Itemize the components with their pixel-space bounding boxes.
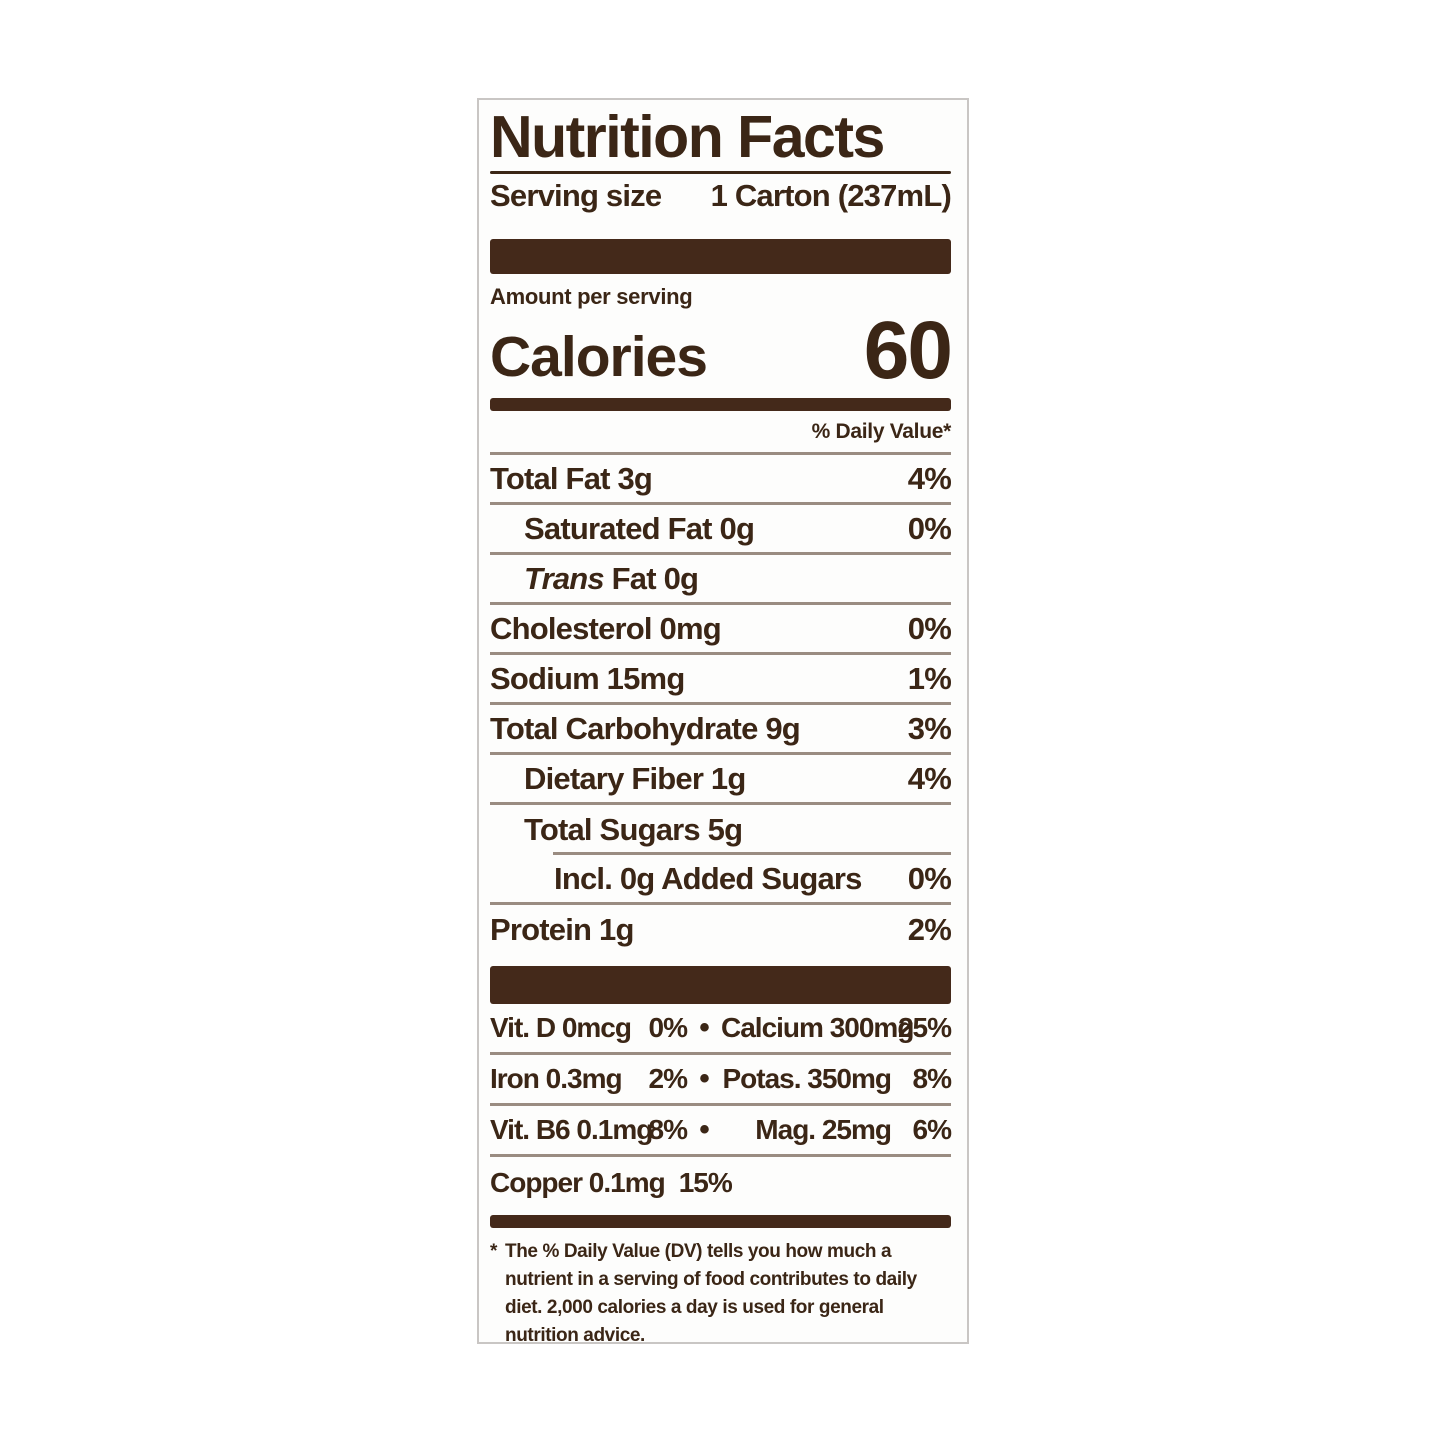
micronutrient-name: Iron 0.3mg	[490, 1063, 623, 1094]
nutrient-name-text: Total Fat 3g	[490, 460, 653, 496]
nutrient-name-text: Incl. 0g Added Sugars	[554, 860, 862, 896]
footnote-marker: *	[490, 1241, 497, 1262]
micronutrient-percent: 2%	[648, 1063, 688, 1094]
nutrient-row: Total Sugars 5g	[490, 805, 951, 855]
nutrient-dv-percent: 2%	[907, 912, 952, 947]
nutrient-row: Total Carbohydrate 9g 3%	[490, 705, 952, 755]
footnote: * The % Daily Value (DV) tells you how m…	[490, 1238, 951, 1350]
nutrient-name-text: Cholesterol 0mg	[490, 610, 722, 646]
micronutrient-row: Vit. D 0mcg 0% • Calcium 300mg 25%	[490, 1004, 952, 1055]
micronutrient-percent: 6%	[912, 1114, 952, 1145]
nutrient-dv-percent: 0%	[907, 860, 952, 896]
nutrient-name: Saturated Fat 0g	[524, 510, 755, 547]
micronutrient-percent: 8%	[912, 1063, 952, 1094]
nutrition-facts-label: Nutrition Facts Serving size 1 Carton (2…	[477, 98, 969, 1346]
nutrient-name: Total Carbohydrate 9g	[490, 710, 801, 747]
micronutrient-row: Vit. B6 0.1mg 8% • Mag. 25mg 6%	[490, 1106, 952, 1157]
micronutrient-row: Iron 0.3mg 2% • Potas. 350mg 8%	[490, 1055, 952, 1106]
serving-size-row: Serving size 1 Carton (237mL)	[490, 174, 952, 218]
nutrient-name: Sodium 15mg	[490, 660, 685, 697]
bullet-separator: •	[699, 1113, 710, 1146]
micronutrient-name: Copper 0.1mg	[490, 1166, 666, 1198]
footnote-divider-bar	[490, 1215, 951, 1228]
label-title: Nutrition Facts	[490, 104, 885, 170]
calories-value: 60	[863, 304, 953, 396]
nutrient-name: Total Sugars 5g	[524, 812, 743, 848]
serving-size-value: 1 Carton (237mL)	[710, 178, 952, 213]
nutrient-name-text: Dietary Fiber 1g	[524, 760, 746, 796]
nutrient-name-text: Total Carbohydrate 9g	[490, 710, 801, 746]
nutrient-dv-percent: 0%	[907, 610, 952, 646]
nutrient-name-text: Saturated Fat 0g	[524, 510, 755, 546]
micronutrient-row: Copper 0.1mg 15%	[490, 1157, 951, 1208]
nutrient-name: Dietary Fiber 1g	[524, 761, 746, 797]
nutrient-name-text: Protein 1g	[490, 912, 634, 947]
nutrient-name: Protein 1g	[490, 912, 634, 948]
micronutrient-name: Vit. B6 0.1mg	[490, 1114, 653, 1145]
nutrient-name: Incl. 0g Added Sugars	[554, 861, 862, 897]
nutrient-row: Saturated Fat 0g 0%	[490, 505, 952, 555]
micronutrient-name: Mag. 25mg	[755, 1114, 892, 1145]
nutrient-dv-percent: 0%	[907, 510, 952, 546]
micronutrient-name: Vit. D 0mcg	[490, 1012, 632, 1043]
daily-value-header: % Daily Value*	[490, 411, 951, 455]
nutrient-row: Incl. 0g Added Sugars 0%	[490, 855, 952, 905]
amount-per-serving-label: Amount per serving	[490, 284, 693, 309]
nutrient-row: Cholesterol 0mg 0%	[490, 605, 952, 655]
calories-divider-bar	[490, 398, 951, 411]
nutrient-rows: Total Fat 3g 4% Saturated Fat 0g 0% Trans Fa…	[490, 455, 952, 955]
nutrient-name: Trans Fat 0g	[524, 560, 699, 597]
nutrient-row: Sodium 15mg 1%	[490, 655, 952, 705]
nutrient-name-text: Fat 0g	[603, 560, 699, 596]
micronutrient-percent: 0%	[648, 1012, 688, 1043]
nutrient-row: Protein 1g 2%	[490, 905, 952, 955]
nutrient-name-text: Sodium 15mg	[490, 660, 685, 696]
section-divider-bar-top	[490, 239, 951, 274]
nutrient-row: Total Fat 3g 4%	[490, 455, 952, 505]
nutrient-dv-percent: 4%	[907, 760, 952, 796]
bullet-separator: •	[699, 1011, 710, 1044]
nutrient-name-italic: Trans	[524, 560, 605, 596]
nutrient-dv-percent: 4%	[907, 460, 952, 496]
nutrient-dv-percent: 1%	[907, 660, 952, 696]
micronutrient-name: Calcium 300mg	[721, 1012, 914, 1043]
nutrient-name-text: Total Sugars 5g	[524, 812, 743, 847]
micronutrient-percent: 25%	[897, 1012, 952, 1043]
micronutrient-percent: 15%	[678, 1166, 733, 1198]
serving-size-label: Serving size	[490, 178, 662, 213]
calories-row: Calories 60	[490, 304, 953, 396]
micronutrient-percent: 8%	[648, 1114, 688, 1145]
bullet-separator: •	[699, 1062, 710, 1095]
footnote-text: The % Daily Value (DV) tells you how muc…	[505, 1241, 917, 1346]
nutrient-name: Cholesterol 0mg	[490, 610, 722, 647]
nutrient-row: Dietary Fiber 1g 4%	[490, 755, 952, 805]
calories-label: Calories	[490, 324, 708, 389]
micronutrient-rows: Vit. D 0mcg 0% • Calcium 300mg 25% Iron 0.3mg…	[490, 1004, 952, 1208]
nutrient-name: Total Fat 3g	[490, 460, 653, 497]
nutrient-row: Trans Fat 0g	[490, 555, 951, 605]
title-rule	[490, 171, 951, 174]
section-divider-bar-mid	[490, 966, 951, 1004]
micronutrient-name: Potas. 350mg	[722, 1063, 892, 1094]
nutrient-dv-percent: 3%	[907, 710, 952, 746]
